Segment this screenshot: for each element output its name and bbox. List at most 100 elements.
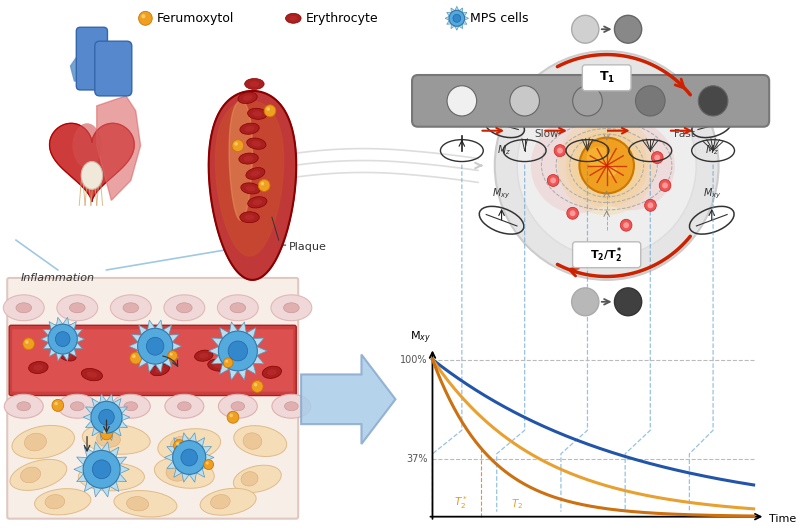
Circle shape xyxy=(557,148,563,154)
Ellipse shape xyxy=(158,429,221,462)
Circle shape xyxy=(223,358,233,368)
Circle shape xyxy=(530,118,624,213)
Ellipse shape xyxy=(29,361,48,374)
Text: Plaque: Plaque xyxy=(289,242,326,252)
Ellipse shape xyxy=(245,215,254,220)
Text: $M_{xy}$: $M_{xy}$ xyxy=(702,187,721,201)
Ellipse shape xyxy=(59,350,76,361)
Circle shape xyxy=(83,450,120,488)
Circle shape xyxy=(449,11,465,26)
Ellipse shape xyxy=(199,353,208,358)
Circle shape xyxy=(258,180,270,191)
Text: Erythrocyte: Erythrocyte xyxy=(306,12,378,25)
Circle shape xyxy=(92,460,111,479)
Ellipse shape xyxy=(82,368,102,381)
Ellipse shape xyxy=(271,295,312,321)
Ellipse shape xyxy=(178,402,191,411)
Circle shape xyxy=(146,337,164,355)
Ellipse shape xyxy=(126,497,149,511)
Ellipse shape xyxy=(16,303,31,313)
Circle shape xyxy=(227,411,239,423)
FancyBboxPatch shape xyxy=(7,278,298,519)
Ellipse shape xyxy=(283,303,299,313)
FancyBboxPatch shape xyxy=(95,41,132,96)
Polygon shape xyxy=(209,91,296,280)
Circle shape xyxy=(654,155,660,161)
Text: $T_2^*$: $T_2^*$ xyxy=(454,494,468,511)
Ellipse shape xyxy=(78,463,145,491)
Polygon shape xyxy=(215,101,283,256)
Ellipse shape xyxy=(110,295,151,321)
Ellipse shape xyxy=(34,489,91,515)
Circle shape xyxy=(645,199,656,211)
Circle shape xyxy=(572,288,599,316)
Text: MPS cells: MPS cells xyxy=(470,12,529,25)
Circle shape xyxy=(570,210,575,216)
Ellipse shape xyxy=(250,81,259,87)
Polygon shape xyxy=(301,355,395,444)
Text: Ferumoxytol: Ferumoxytol xyxy=(157,12,234,25)
FancyBboxPatch shape xyxy=(12,329,294,392)
Ellipse shape xyxy=(82,424,150,454)
Circle shape xyxy=(659,180,671,191)
Ellipse shape xyxy=(245,126,254,131)
Circle shape xyxy=(22,338,34,350)
Ellipse shape xyxy=(272,394,311,418)
Text: $\mathbf{T_1}$: $\mathbf{T_1}$ xyxy=(598,70,614,85)
Ellipse shape xyxy=(177,303,192,313)
Polygon shape xyxy=(229,101,253,220)
Ellipse shape xyxy=(248,197,267,208)
FancyBboxPatch shape xyxy=(582,65,631,91)
Circle shape xyxy=(91,401,122,433)
Circle shape xyxy=(142,14,146,19)
Ellipse shape xyxy=(248,108,267,119)
Circle shape xyxy=(647,202,654,208)
FancyBboxPatch shape xyxy=(573,242,641,268)
Circle shape xyxy=(170,352,173,356)
Circle shape xyxy=(204,460,214,470)
Circle shape xyxy=(138,11,152,25)
Circle shape xyxy=(234,142,238,146)
FancyBboxPatch shape xyxy=(9,325,296,395)
Circle shape xyxy=(566,123,647,207)
Text: M$_{xy}$: M$_{xy}$ xyxy=(410,329,431,346)
Circle shape xyxy=(573,131,641,200)
Ellipse shape xyxy=(238,92,258,103)
Text: $M_z$: $M_z$ xyxy=(705,143,719,157)
Ellipse shape xyxy=(290,16,298,21)
Circle shape xyxy=(620,219,632,231)
Circle shape xyxy=(614,288,642,316)
Text: 37%: 37% xyxy=(406,454,428,464)
Ellipse shape xyxy=(200,488,256,515)
Ellipse shape xyxy=(34,365,43,370)
Ellipse shape xyxy=(218,394,258,418)
Ellipse shape xyxy=(606,165,617,176)
Ellipse shape xyxy=(246,138,266,149)
Ellipse shape xyxy=(244,156,254,161)
Ellipse shape xyxy=(25,433,46,451)
Ellipse shape xyxy=(245,78,264,90)
Ellipse shape xyxy=(73,123,102,168)
Circle shape xyxy=(264,105,276,117)
Text: Fast: Fast xyxy=(674,129,695,139)
Ellipse shape xyxy=(194,350,213,361)
Circle shape xyxy=(55,332,70,347)
Circle shape xyxy=(181,449,198,466)
Ellipse shape xyxy=(243,433,262,449)
Ellipse shape xyxy=(267,369,277,375)
Ellipse shape xyxy=(210,494,230,509)
Circle shape xyxy=(558,116,655,215)
Circle shape xyxy=(168,351,178,360)
Circle shape xyxy=(698,86,728,116)
Ellipse shape xyxy=(124,402,138,411)
Ellipse shape xyxy=(246,186,255,191)
Ellipse shape xyxy=(250,171,260,176)
Circle shape xyxy=(232,140,244,152)
Ellipse shape xyxy=(21,467,41,483)
Ellipse shape xyxy=(111,394,150,418)
Ellipse shape xyxy=(45,494,65,509)
Ellipse shape xyxy=(58,394,97,418)
Ellipse shape xyxy=(114,491,177,517)
Circle shape xyxy=(48,324,78,354)
Circle shape xyxy=(587,121,674,210)
